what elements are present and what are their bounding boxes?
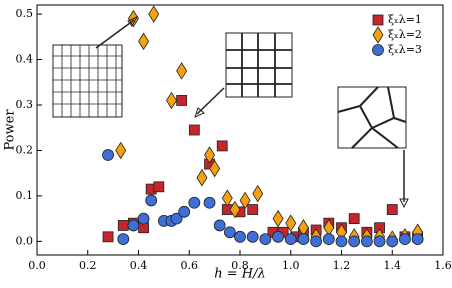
circle-marker — [386, 235, 399, 248]
diamond-marker — [272, 209, 284, 228]
circle-marker — [335, 235, 348, 248]
legend-label: ξₓλ=2 — [388, 28, 422, 41]
y-tick-label: 0.4 — [16, 53, 34, 66]
circle-marker — [372, 44, 384, 56]
inset-right — [337, 86, 409, 209]
diamond-marker — [209, 159, 221, 178]
diamond-marker — [166, 91, 177, 110]
circle-marker — [188, 196, 201, 209]
square-marker — [102, 231, 114, 243]
square-marker — [247, 204, 259, 215]
circle-marker — [234, 230, 246, 243]
circle-marker — [373, 235, 386, 248]
legend: ξₓλ=1 ξₓλ=2 ξₓλ=3 — [372, 13, 422, 56]
diamond-marker — [148, 5, 160, 23]
y-tick-label: 0.2 — [16, 143, 34, 156]
circle-marker — [203, 196, 216, 209]
circle-marker — [360, 235, 373, 248]
square-marker — [188, 124, 200, 136]
x-tick-label: 0.4 — [130, 259, 148, 272]
y-tick-label: 0.1 — [16, 189, 34, 202]
circle-marker — [411, 233, 424, 245]
square-marker — [216, 140, 228, 152]
circle-marker — [223, 226, 236, 239]
x-tick-label: 0.0 — [28, 259, 46, 272]
x-tick-label: 1.0 — [282, 259, 300, 272]
y-tick-label: 0.3 — [16, 98, 34, 111]
y-tick-label: 0.5 — [16, 7, 34, 20]
diamond-marker — [285, 214, 297, 232]
circle-marker — [213, 219, 226, 232]
square-marker — [386, 204, 398, 215]
circle-marker — [137, 212, 150, 225]
diamond-marker — [115, 141, 127, 160]
x-tick-label: 1.6 — [434, 259, 452, 272]
circle-marker — [145, 194, 158, 207]
x-tick-label: 0.8 — [231, 259, 249, 272]
legend-label: ξₓλ=3 — [388, 43, 422, 56]
diamond-marker — [229, 200, 241, 219]
circle-marker — [246, 230, 259, 243]
y-tick-label: 0.0 — [16, 234, 34, 247]
diamond-marker — [204, 146, 216, 164]
x-tick-label: 1.2 — [333, 259, 351, 272]
circle-marker — [178, 205, 191, 218]
circle-marker — [170, 212, 183, 225]
square-marker — [348, 213, 360, 225]
x-axis-label: h = H/λ — [214, 267, 266, 282]
legend-label: ξₓλ=1 — [388, 13, 422, 26]
circle-marker — [259, 233, 272, 245]
circle-marker — [399, 233, 411, 245]
circle-marker — [310, 235, 323, 248]
diamond-marker — [176, 62, 188, 80]
square-marker — [153, 181, 165, 193]
y-axis-label: Power — [3, 109, 18, 151]
diamond-marker — [372, 26, 384, 44]
x-tick-label: 1.4 — [384, 259, 402, 272]
inset-middle — [194, 32, 293, 118]
square-marker — [117, 220, 129, 231]
circle-marker — [117, 233, 130, 245]
diamond-marker — [239, 191, 251, 210]
square-marker — [372, 14, 384, 26]
circle-marker — [348, 235, 361, 248]
diamond-marker — [252, 184, 264, 203]
circle-marker — [272, 230, 284, 243]
circle-marker — [102, 149, 114, 161]
diamond-marker — [196, 168, 208, 187]
diamond-marker — [138, 32, 150, 51]
inset-left — [52, 15, 139, 118]
circle-marker — [284, 233, 297, 245]
circle-marker — [322, 233, 335, 245]
square-marker — [176, 95, 188, 106]
x-tick-label: 0.6 — [181, 259, 199, 272]
circle-marker — [127, 219, 140, 232]
x-tick-label: 0.2 — [79, 259, 97, 272]
circle-marker — [297, 233, 310, 245]
diamond-marker — [221, 189, 233, 207]
